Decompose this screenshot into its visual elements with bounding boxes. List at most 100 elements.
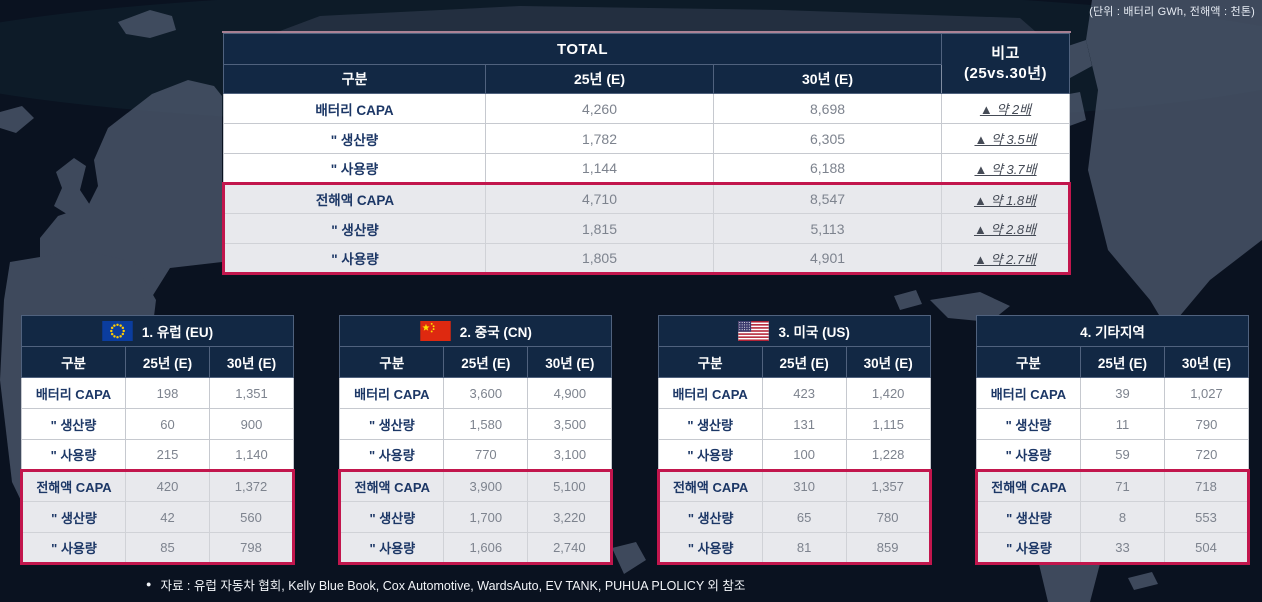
note-value: ▲ 약 2.8배 bbox=[973, 222, 1037, 237]
row-label: " 사용량 bbox=[21, 439, 126, 471]
value-30e: 1,420 bbox=[845, 377, 931, 409]
table-row: " 생산량 42 560 bbox=[20, 501, 296, 533]
value-30e: 1,027 bbox=[1163, 377, 1249, 409]
value-25e: 423 bbox=[761, 377, 847, 409]
row-label: " 사용량 bbox=[656, 532, 763, 565]
region-table: 3. 미국 (US) 구분 25년 (E) 30년 (E) 배터리 CAPA 4… bbox=[656, 315, 932, 565]
col-header-gubun: 구분 bbox=[223, 64, 486, 94]
row-label: " 사용량 bbox=[222, 243, 486, 275]
row-label: " 생산량 bbox=[339, 408, 445, 440]
total-table: TOTAL 비고 (25vs.30년) 구분 25년 (E) 30년 (E) 배… bbox=[222, 33, 1072, 275]
table-row: " 생산량 60 900 bbox=[21, 408, 295, 440]
table-row: " 사용량 1,805 4,901 ▲ 약 2.7배 bbox=[222, 243, 1072, 275]
row-label: " 생산량 bbox=[223, 123, 486, 154]
value-25e: 1,815 bbox=[485, 213, 714, 244]
value-25e: 33 bbox=[1079, 532, 1165, 565]
total-table-body: 배터리 CAPA 4,260 8,698 ▲ 약 2배 " 생산량 1,782 … bbox=[222, 93, 1072, 275]
table-row: " 생산량 1,782 6,305 ▲ 약 3.5배 bbox=[223, 123, 1071, 154]
value-30e: 859 bbox=[845, 532, 932, 565]
row-label: 전해액 CAPA bbox=[20, 469, 126, 502]
value-30e: 6,305 bbox=[712, 123, 943, 154]
region-col-header: 구분 bbox=[339, 346, 445, 378]
region-col-header: 30년 (E) bbox=[1163, 346, 1249, 378]
value-30e: 5,113 bbox=[712, 213, 943, 244]
row-label: " 사용량 bbox=[657, 439, 763, 471]
note-cell: ▲ 약 1.8배 bbox=[941, 182, 1072, 214]
note-value: ▲ 약 3.5배 bbox=[974, 132, 1037, 147]
table-row: " 생산량 131 1,115 bbox=[657, 408, 931, 440]
value-25e: 85 bbox=[125, 532, 210, 565]
value-30e: 720 bbox=[1163, 439, 1249, 471]
region-table-body: 배터리 CAPA 3,600 4,900 " 생산량 1,580 3,500 "… bbox=[338, 377, 614, 565]
row-label: 배터리 CAPA bbox=[223, 93, 486, 124]
value-30e: 900 bbox=[208, 408, 295, 440]
region-title: 1. 유럽 (EU) bbox=[141, 325, 214, 340]
value-25e: 1,782 bbox=[485, 123, 714, 154]
value-30e: 504 bbox=[1163, 532, 1250, 565]
table-row: 전해액 CAPA 4,710 8,547 ▲ 약 1.8배 bbox=[222, 182, 1072, 214]
row-label: " 생산량 bbox=[974, 501, 1081, 533]
value-30e: 560 bbox=[208, 501, 296, 533]
value-30e: 790 bbox=[1163, 408, 1249, 440]
table-row: " 사용량 1,144 6,188 ▲ 약 3.7배 bbox=[223, 153, 1071, 184]
table-row: " 사용량 100 1,228 bbox=[657, 439, 931, 471]
value-30e: 1,357 bbox=[845, 469, 932, 502]
value-25e: 3,600 bbox=[443, 377, 529, 409]
value-30e: 2,740 bbox=[527, 532, 614, 565]
region-col-header: 25년 (E) bbox=[443, 346, 529, 378]
value-25e: 1,144 bbox=[485, 153, 714, 184]
region-table: 4. 기타지역 구분 25년 (E) 30년 (E) 배터리 CAPA 39 1… bbox=[974, 315, 1250, 565]
value-25e: 770 bbox=[443, 439, 529, 471]
value-30e: 1,228 bbox=[845, 439, 931, 471]
table-row: " 사용량 85 798 bbox=[20, 532, 296, 565]
value-25e: 420 bbox=[125, 469, 210, 502]
region-title: 3. 미국 (US) bbox=[778, 325, 850, 340]
col-header-30e: 30년 (E) bbox=[712, 64, 943, 94]
value-30e: 3,500 bbox=[527, 408, 613, 440]
note-header-line1: 비고 bbox=[991, 45, 1020, 62]
note-value: ▲ 약 2.7배 bbox=[973, 251, 1037, 267]
region-header-row: 구분 25년 (E) 30년 (E) bbox=[339, 346, 613, 378]
table-row: " 생산량 1,580 3,500 bbox=[339, 408, 613, 440]
regional-tables: 1. 유럽 (EU) 구분 25년 (E) 30년 (E) 배터리 CAPA 1… bbox=[20, 315, 1250, 565]
region-col-header: 구분 bbox=[975, 346, 1081, 378]
table-row: " 생산량 1,815 5,113 ▲ 약 2.8배 bbox=[222, 213, 1072, 244]
region-col-header: 구분 bbox=[657, 346, 763, 378]
value-30e: 718 bbox=[1163, 469, 1250, 502]
value-25e: 65 bbox=[761, 501, 847, 533]
value-25e: 3,900 bbox=[443, 469, 529, 502]
value-25e: 42 bbox=[125, 501, 210, 533]
total-title-row: TOTAL 비고 (25vs.30년) bbox=[222, 33, 1071, 94]
row-label: " 생산량 bbox=[975, 408, 1081, 440]
value-25e: 71 bbox=[1079, 469, 1165, 502]
value-25e: 81 bbox=[761, 532, 847, 565]
us-flag bbox=[738, 321, 770, 341]
region-table-body: 배터리 CAPA 39 1,027 " 생산량 11 790 " 사용량 59 … bbox=[974, 377, 1250, 565]
row-label: " 생산량 bbox=[657, 408, 763, 440]
note-header-line2: (25vs.30년) bbox=[964, 64, 1048, 82]
region-title-row: 4. 기타지역 bbox=[975, 315, 1249, 347]
value-30e: 4,901 bbox=[712, 243, 943, 275]
row-label: " 생산량 bbox=[20, 501, 126, 533]
unit-label: (단위 : 배터리 GWh, 전해액 : 천톤) bbox=[1089, 6, 1255, 18]
note-cell: ▲ 약 2.8배 bbox=[941, 213, 1072, 244]
value-30e: 8,698 bbox=[712, 93, 943, 124]
value-25e: 100 bbox=[761, 439, 847, 471]
row-label: " 생산량 bbox=[222, 213, 486, 244]
value-30e: 3,100 bbox=[527, 439, 613, 471]
region-title-row: 2. 중국 (CN) bbox=[339, 315, 613, 347]
row-label: " 생산량 bbox=[21, 408, 126, 440]
table-row: " 사용량 1,606 2,740 bbox=[338, 532, 614, 565]
note-cell: ▲ 약 2배 bbox=[941, 93, 1071, 124]
region-table: 1. 유럽 (EU) 구분 25년 (E) 30년 (E) 배터리 CAPA 1… bbox=[20, 315, 296, 565]
table-row: " 사용량 33 504 bbox=[974, 532, 1250, 565]
row-label: " 생산량 bbox=[656, 501, 763, 533]
value-25e: 131 bbox=[761, 408, 847, 440]
value-25e: 1,580 bbox=[443, 408, 529, 440]
table-row: " 사용량 81 859 bbox=[656, 532, 932, 565]
row-label: " 사용량 bbox=[975, 439, 1081, 471]
region-col-header: 25년 (E) bbox=[761, 346, 847, 378]
value-25e: 1,700 bbox=[443, 501, 529, 533]
value-25e: 1,606 bbox=[443, 532, 529, 565]
